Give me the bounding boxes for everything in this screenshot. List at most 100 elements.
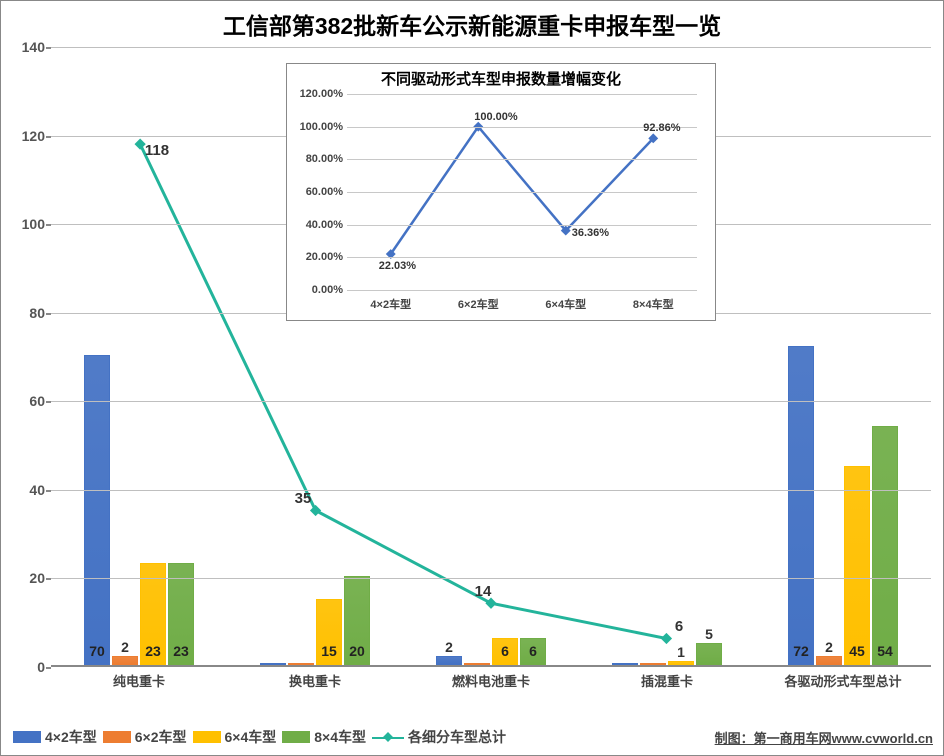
inset-y-label: 120.00% bbox=[300, 88, 343, 100]
x-category-label: 换电重卡 bbox=[227, 671, 403, 690]
legend-label: 8×4车型 bbox=[314, 727, 366, 747]
inset-y-label: 20.00% bbox=[306, 251, 343, 263]
legend-swatch bbox=[282, 731, 310, 743]
gridline bbox=[51, 47, 931, 48]
inset-y-label: 100.00% bbox=[300, 121, 343, 133]
legend-item: 6×2车型 bbox=[103, 727, 187, 747]
bar-value-label: 45 bbox=[849, 643, 865, 659]
y-tick bbox=[46, 224, 51, 226]
inset-point-label: 36.36% bbox=[572, 227, 609, 239]
bar-value-label: 6 bbox=[501, 643, 509, 659]
bar: 20 bbox=[344, 576, 370, 665]
inset-point-label: 92.86% bbox=[643, 122, 680, 134]
y-tick bbox=[46, 401, 51, 403]
chart-title: 工信部第382批新车公示新能源重卡申报车型一览 bbox=[1, 1, 943, 41]
legend-swatch bbox=[13, 731, 41, 743]
inset-point-label: 22.03% bbox=[379, 260, 416, 272]
bar-value-label: 15 bbox=[321, 643, 337, 659]
bar-group: 7022323纯电重卡 bbox=[51, 47, 227, 665]
inset-x-label: 6×2车型 bbox=[458, 296, 499, 312]
bar: 6 bbox=[492, 638, 518, 665]
bar: 15 bbox=[316, 599, 342, 665]
inset-gridline bbox=[347, 192, 697, 193]
y-axis-label: 120 bbox=[22, 128, 45, 144]
x-category-label: 燃料电池重卡 bbox=[403, 671, 579, 690]
bar: 2 bbox=[112, 656, 138, 665]
inset-title: 不同驱动形式车型申报数量增幅变化 bbox=[287, 64, 715, 89]
inset-x-label: 8×4车型 bbox=[633, 296, 674, 312]
bar bbox=[260, 663, 286, 665]
y-tick bbox=[46, 490, 51, 492]
gridline bbox=[51, 401, 931, 402]
y-axis-label: 0 bbox=[37, 659, 45, 675]
bar bbox=[288, 663, 314, 665]
inset-x-label: 4×2车型 bbox=[370, 296, 411, 312]
inset-y-label: 80.00% bbox=[306, 153, 343, 165]
bar-group: 7224554各驱动形式车型总计 bbox=[755, 47, 931, 665]
bar-value-label: 6 bbox=[529, 643, 537, 659]
bar-value-label: 5 bbox=[705, 626, 713, 642]
legend-label: 4×2车型 bbox=[45, 727, 97, 747]
bar-value-label: 2 bbox=[445, 639, 453, 655]
bar: 72 bbox=[788, 346, 814, 665]
x-category-label: 纯电重卡 bbox=[51, 671, 227, 690]
gridline bbox=[51, 490, 931, 491]
legend-item: 6×4车型 bbox=[193, 727, 277, 747]
bar: 1 bbox=[668, 661, 694, 665]
inset-y-label: 40.00% bbox=[306, 219, 343, 231]
y-tick bbox=[46, 136, 51, 138]
bar-value-label: 20 bbox=[349, 643, 365, 659]
line-value-label: 14 bbox=[475, 583, 492, 600]
y-tick bbox=[46, 47, 51, 49]
y-tick bbox=[46, 313, 51, 315]
inset-gridline bbox=[347, 290, 697, 291]
bar: 45 bbox=[844, 466, 870, 665]
inset-gridline bbox=[347, 225, 697, 226]
inset-point-label: 100.00% bbox=[474, 111, 517, 123]
bar: 5 bbox=[696, 643, 722, 665]
bar-value-label: 2 bbox=[825, 639, 833, 655]
bar: 2 bbox=[816, 656, 842, 665]
bar-value-label: 54 bbox=[877, 643, 893, 659]
legend-swatch bbox=[103, 731, 131, 743]
y-axis-label: 60 bbox=[29, 393, 45, 409]
inset-plot: 0.00%20.00%40.00%60.00%80.00%100.00%120.… bbox=[347, 94, 697, 290]
y-axis-label: 100 bbox=[22, 216, 45, 232]
bar: 2 bbox=[436, 656, 462, 665]
legend-item: 8×4车型 bbox=[282, 727, 366, 747]
bar: 54 bbox=[872, 426, 898, 665]
legend-label: 6×2车型 bbox=[135, 727, 187, 747]
bar: 6 bbox=[520, 638, 546, 665]
inset-gridline bbox=[347, 94, 697, 95]
bar-value-label: 70 bbox=[89, 643, 105, 659]
y-axis-label: 20 bbox=[29, 570, 45, 586]
y-tick bbox=[46, 578, 51, 580]
inset-gridline bbox=[347, 257, 697, 258]
y-axis-label: 40 bbox=[29, 482, 45, 498]
bar-value-label: 23 bbox=[145, 643, 161, 659]
y-tick bbox=[46, 667, 51, 669]
inset-chart: 不同驱动形式车型申报数量增幅变化 0.00%20.00%40.00%60.00%… bbox=[286, 63, 716, 321]
inset-y-label: 60.00% bbox=[306, 186, 343, 198]
bar bbox=[464, 663, 490, 665]
legend-label: 各细分车型总计 bbox=[408, 727, 506, 747]
y-axis-label: 80 bbox=[29, 305, 45, 321]
chart-container: 工信部第382批新车公示新能源重卡申报车型一览 7022323纯电重卡1520换… bbox=[0, 0, 944, 756]
legend-line-swatch bbox=[372, 730, 404, 744]
bar-value-label: 72 bbox=[793, 643, 809, 659]
legend: 4×2车型 6×2车型 6×4车型 8×4车型 各细分车型总计 bbox=[13, 727, 506, 747]
inset-y-label: 0.00% bbox=[312, 284, 343, 296]
bar-value-label: 23 bbox=[173, 643, 189, 659]
inset-x-label: 6×4车型 bbox=[545, 296, 586, 312]
x-category-label: 插混重卡 bbox=[579, 671, 755, 690]
legend-swatch bbox=[193, 731, 221, 743]
gridline bbox=[51, 578, 931, 579]
credit-text: 制图：第一商用车网www.cvworld.cn bbox=[715, 728, 933, 747]
legend-label: 6×4车型 bbox=[225, 727, 277, 747]
inset-gridline bbox=[347, 159, 697, 160]
bar bbox=[640, 663, 666, 665]
legend-item: 各细分车型总计 bbox=[372, 727, 506, 747]
bar-value-label: 1 bbox=[677, 644, 685, 660]
line-value-label: 118 bbox=[145, 142, 169, 159]
line-value-label: 35 bbox=[295, 490, 312, 507]
